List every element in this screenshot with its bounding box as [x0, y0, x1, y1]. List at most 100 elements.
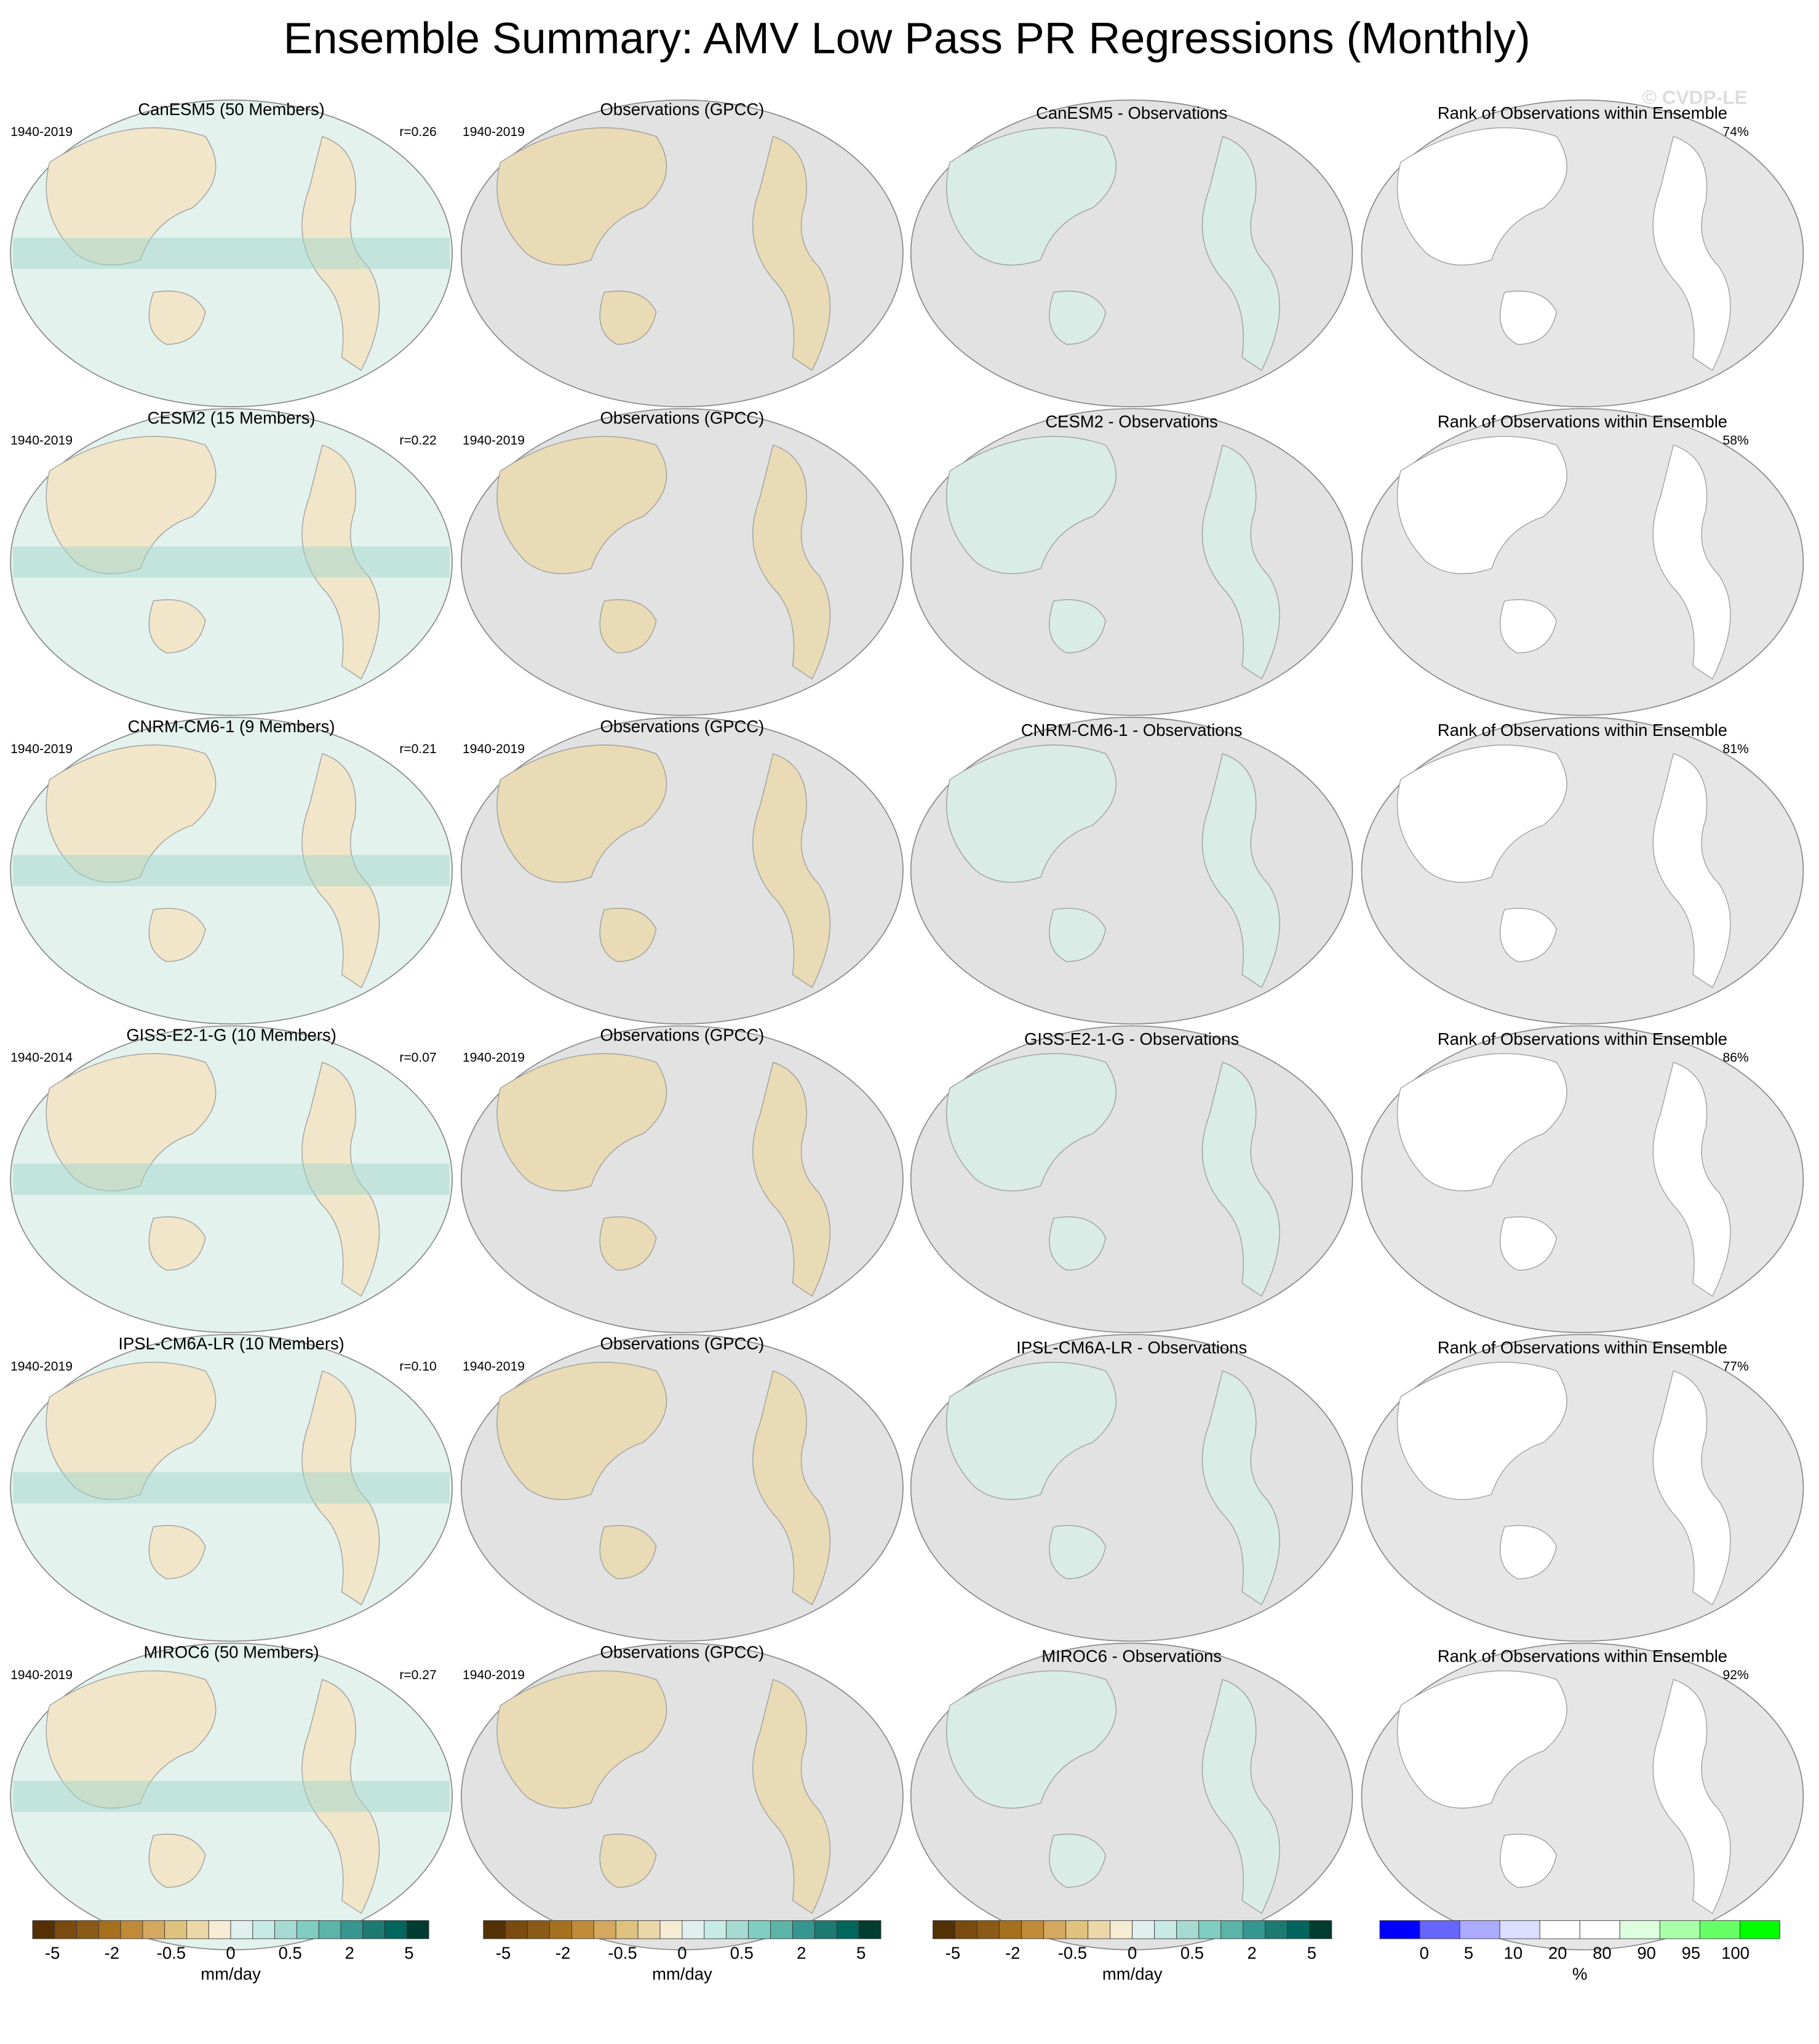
continent [1500, 908, 1557, 962]
colorbar-label: 2 [797, 1944, 806, 1963]
model-band [13, 238, 450, 269]
colorbar-box [1699, 1920, 1740, 1939]
colorbar-box [1309, 1920, 1332, 1939]
continent [752, 444, 831, 680]
figure-title: Ensemble Summary: AMV Low Pass PR Regres… [284, 14, 1530, 63]
colorbar-box [54, 1920, 77, 1939]
colorbar-box [186, 1920, 209, 1939]
continent [1652, 135, 1731, 371]
colorbar-label: -5 [945, 1944, 960, 1963]
colorbar-box [1198, 1920, 1222, 1939]
colorbar-label: 2 [1248, 1944, 1257, 1963]
colorbar-box [1043, 1920, 1067, 1939]
colorbar-box [164, 1920, 187, 1939]
colorbar-box [704, 1920, 727, 1939]
panel-title: Observations (GPCC) [600, 1334, 765, 1353]
colorbar-box [1154, 1920, 1177, 1939]
colorbar-box [814, 1920, 837, 1939]
panel-years: 1940-2019 [463, 1668, 525, 1682]
colorbar-box [1088, 1920, 1111, 1939]
colorbar-label: 2 [345, 1944, 354, 1963]
colorbar-box [1110, 1920, 1133, 1939]
colorbar-box [593, 1920, 616, 1939]
colorbar-box [571, 1920, 594, 1939]
continent [1652, 1679, 1731, 1914]
panel-pct: 77% [1723, 1359, 1749, 1373]
continent [1049, 599, 1107, 653]
panel-title: Observations (GPCC) [600, 1025, 765, 1044]
panel-title: Rank of Observations within Ensemble [1438, 1029, 1727, 1048]
colorbar-box [208, 1920, 231, 1939]
colorbar-box [659, 1920, 683, 1939]
continent [496, 1053, 667, 1192]
continent [1049, 1834, 1107, 1888]
colorbar-box [615, 1920, 639, 1939]
panel-years: 1940-2019 [10, 1668, 73, 1682]
colorbar-label: 0.5 [730, 1944, 754, 1963]
colorbar-label: 100 [1721, 1944, 1749, 1963]
panel-years: 1940-2019 [463, 742, 525, 756]
colorbar-box [1265, 1920, 1288, 1939]
panel-years: 1940-2019 [10, 434, 73, 448]
continent [946, 127, 1116, 266]
continent [599, 599, 657, 653]
continent [599, 1525, 657, 1579]
panel-pct: 74% [1723, 125, 1749, 139]
colorbar-box [32, 1920, 55, 1939]
panel-pct: 92% [1723, 1668, 1749, 1682]
continent [148, 1525, 206, 1579]
continent [1049, 1216, 1107, 1271]
continent [946, 1670, 1116, 1809]
colorbar-label: -2 [1005, 1944, 1020, 1963]
panel-title: Rank of Observations within Ensemble [1438, 1338, 1727, 1357]
continent [1500, 1216, 1557, 1271]
continent [946, 1053, 1116, 1192]
continent [946, 1362, 1116, 1500]
model-band [13, 546, 450, 578]
continent [946, 745, 1116, 883]
panel-r: r=0.26 [399, 125, 436, 139]
panel-r: r=0.07 [399, 1051, 436, 1065]
colorbar-box [1132, 1920, 1155, 1939]
colorbar-box [770, 1920, 793, 1939]
panel-title: GISS-E2-1-G - Observations [1024, 1029, 1239, 1048]
continent [1396, 1362, 1567, 1500]
colorbar-box [1021, 1920, 1045, 1939]
colorbar-box [230, 1920, 253, 1939]
continent [1201, 1679, 1280, 1914]
colorbar-box [1220, 1920, 1244, 1939]
continent [496, 127, 667, 266]
colorbar-box [406, 1920, 429, 1939]
colorbar-box [637, 1920, 661, 1939]
panel-years: 1940-2019 [463, 125, 525, 139]
panel-title: CNRM-CM6-1 - Observations [1021, 721, 1243, 740]
colorbar-label: 5 [856, 1944, 866, 1963]
panel-title: MIROC6 - Observations [1041, 1647, 1222, 1666]
colorbar-label: 20 [1548, 1944, 1567, 1963]
colorbar-box [527, 1920, 550, 1939]
continent [496, 1670, 667, 1809]
colorbar-box [726, 1920, 749, 1939]
colorbar-box [384, 1920, 407, 1939]
continent [752, 753, 831, 988]
colorbar-label: 90 [1637, 1944, 1656, 1963]
model-band [13, 1781, 450, 1813]
panel-title: Observations (GPCC) [600, 1643, 765, 1662]
continent [496, 436, 667, 574]
colorbar-box [836, 1920, 859, 1939]
panel-title: CanESM5 - Observations [1036, 103, 1227, 122]
continent [1500, 1525, 1557, 1579]
panel-pct: 81% [1723, 742, 1749, 756]
colorbar-label: 10 [1504, 1944, 1523, 1963]
colorbar-box [977, 1920, 1000, 1939]
colorbar-box [340, 1920, 364, 1939]
colorbar-box [252, 1920, 276, 1939]
panel-title: Observations (GPCC) [600, 717, 765, 736]
panel-years: 1940-2019 [463, 434, 525, 448]
model-band [13, 1472, 450, 1504]
colorbar-unit: mm/day [201, 1964, 261, 1983]
colorbar-label: 0.5 [279, 1944, 302, 1963]
colorbar-label: -0.5 [608, 1944, 637, 1963]
panel-title: IPSL-CM6A-LR - Observations [1016, 1338, 1247, 1357]
panel-r: r=0.21 [399, 742, 436, 756]
